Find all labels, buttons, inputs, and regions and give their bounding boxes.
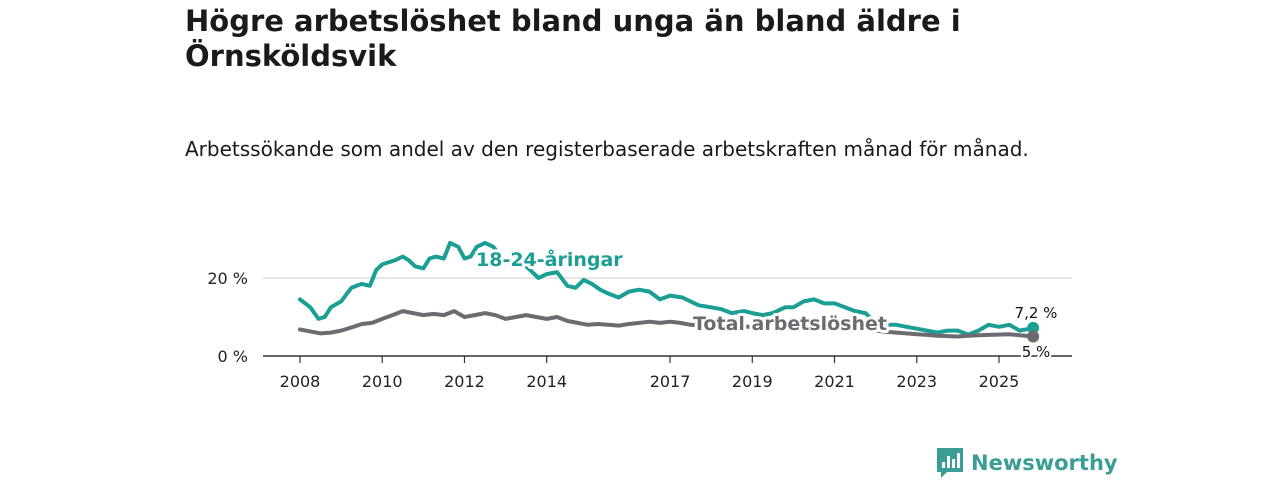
x-tick-label: 2010 [362,372,403,391]
series-line-total [298,309,1036,339]
series-line-18-24 [298,240,1036,337]
series-label-18-24: 18-24-åringar [476,247,623,271]
newsworthy-logo: Newsworthy [937,448,1118,478]
end-point-total [1027,330,1040,343]
x-tick-label: 2019 [732,372,773,391]
end-label-18-24: 7,2 % [1015,304,1058,322]
x-tick-label: 2008 [280,372,321,391]
chart-subtitle: Arbetssökande som andel av den registerb… [185,137,1029,161]
x-tick-label: 2014 [526,372,567,391]
y-tick-label: 0 % [218,347,248,366]
x-tick-label: 2021 [814,372,855,391]
x-tick-label: 2025 [979,372,1020,391]
series-label-total: Total arbetslöshet [693,313,887,335]
newsworthy-icon [937,448,963,478]
x-tick-label: 2017 [650,372,691,391]
x-tick-label: 2012 [444,372,485,391]
x-tick-label: 2023 [896,372,937,391]
chart-title: Högre arbetslöshet bland unga än bland ä… [185,4,961,73]
series-lines [298,240,1040,343]
y-tick-label: 20 % [207,269,248,288]
axes: 0 % 20 % 2008 2010 2012 2014 2017 2019 2021 2023 2… [207,269,1072,391]
end-point-18-24 [1027,321,1040,334]
series-labels: 18-24-åringar Total arbetslöshet 7,2 % 5 % [473,244,1059,363]
end-label-total: 5 % [1022,343,1051,361]
brand-name: Newsworthy [971,451,1118,475]
